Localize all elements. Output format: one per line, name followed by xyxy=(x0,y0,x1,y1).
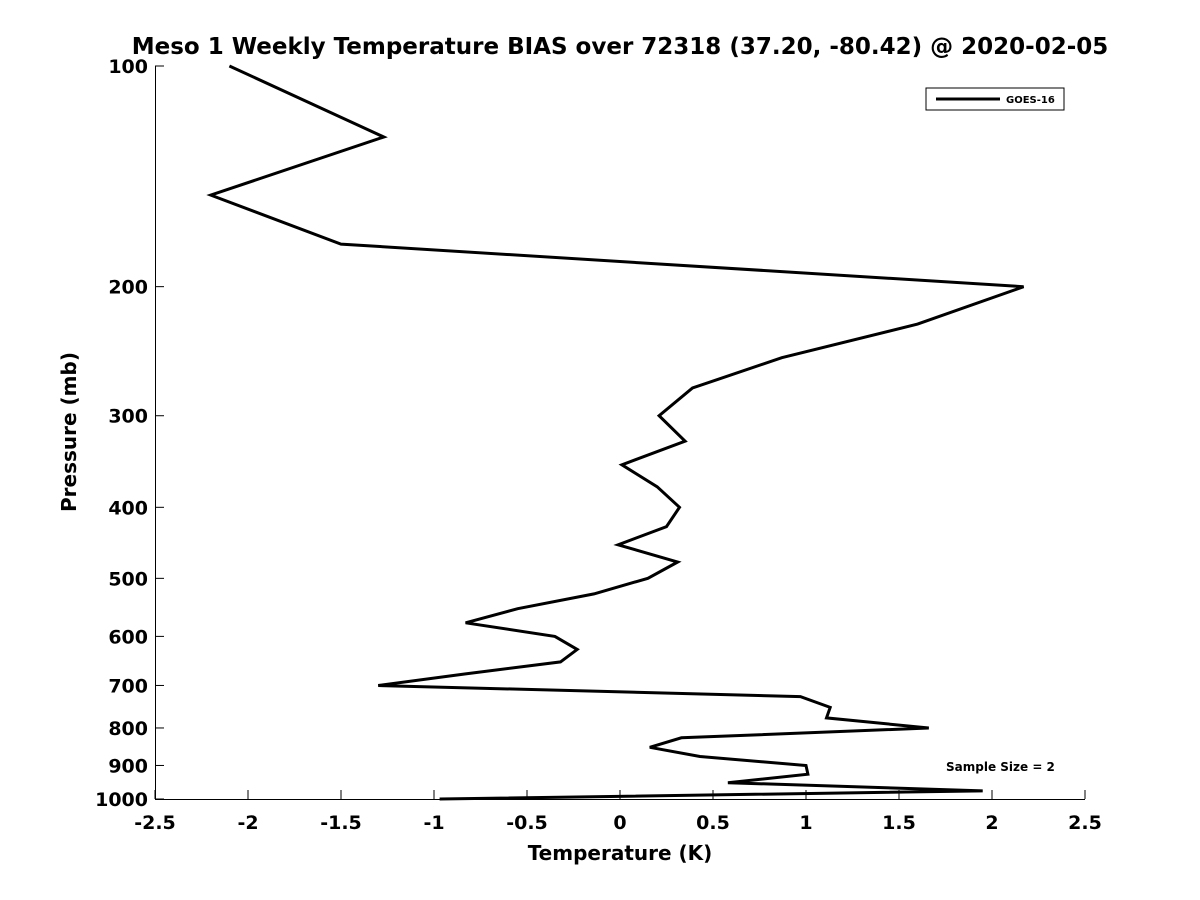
y-axis-label: Pressure (mb) xyxy=(57,352,81,512)
x-tick-label: 1 xyxy=(799,812,812,834)
x-tick-label: -2.5 xyxy=(134,812,176,834)
x-tick-label: -1 xyxy=(423,812,444,834)
y-tick-label: 900 xyxy=(108,755,148,777)
y-tick-label: 100 xyxy=(108,56,148,78)
x-tick-label: -2 xyxy=(237,812,258,834)
x-tick-label: -0.5 xyxy=(506,812,548,834)
series-line-goes-16 xyxy=(206,64,1025,801)
x-tick-label: 0 xyxy=(613,812,626,834)
x-tick-label: 2 xyxy=(985,812,998,834)
y-tick-label: 600 xyxy=(108,626,148,648)
x-tick-label: 2.5 xyxy=(1068,812,1102,834)
y-tick-label: 400 xyxy=(108,497,148,519)
y-tick-label: 200 xyxy=(108,277,148,299)
sample-size-annotation: Sample Size = 2 xyxy=(946,760,1055,774)
y-tick-label: 700 xyxy=(108,675,148,697)
legend-label: GOES-16 xyxy=(1006,95,1055,106)
chart-title: Meso 1 Weekly Temperature BIAS over 7231… xyxy=(132,34,1109,60)
plot-area xyxy=(155,66,1085,799)
y-tick-label: 1000 xyxy=(95,789,148,811)
x-axis-label: Temperature (K) xyxy=(528,841,713,865)
x-tick-label: -1.5 xyxy=(320,812,362,834)
y-tick-label: 300 xyxy=(108,406,148,428)
x-tick-label: 0.5 xyxy=(696,812,730,834)
y-tick-label: 800 xyxy=(108,718,148,740)
x-tick-label: 1.5 xyxy=(882,812,916,834)
y-tick-label: 500 xyxy=(108,568,148,590)
